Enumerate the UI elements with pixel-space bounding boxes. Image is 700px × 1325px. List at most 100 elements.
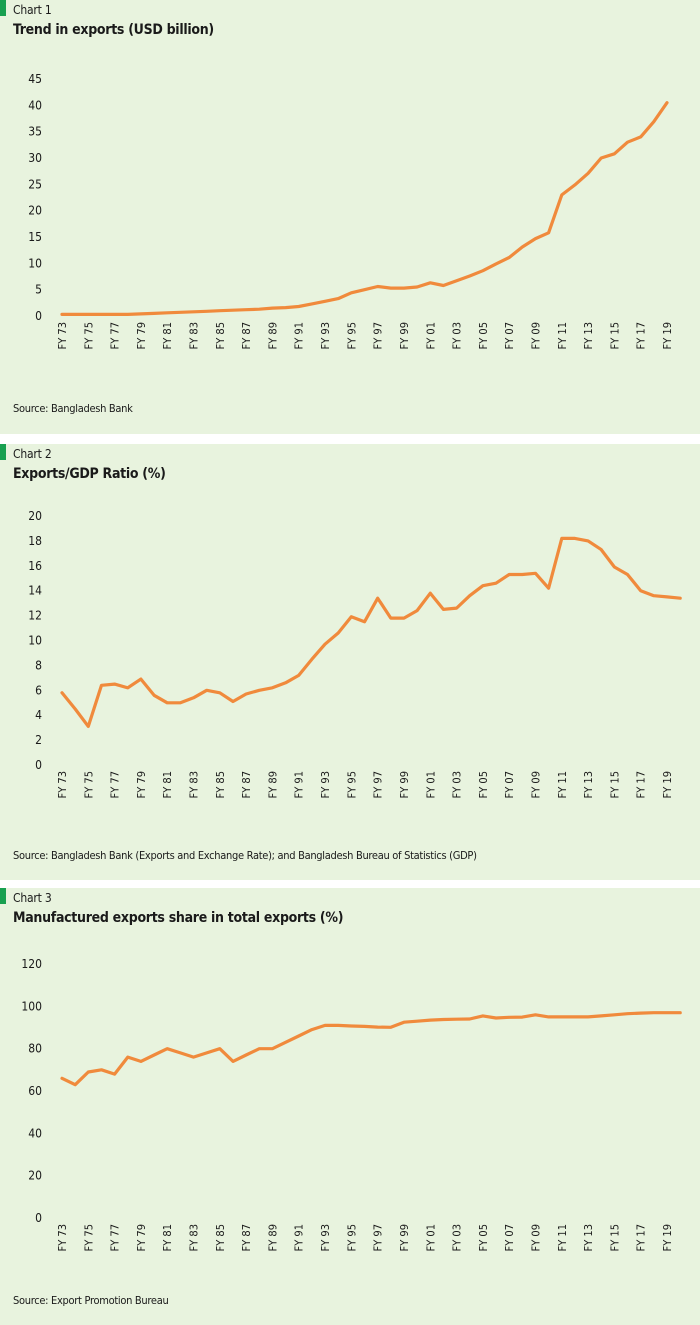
x-tick-label: FY 07 (503, 1224, 516, 1251)
x-tick-label: FY 93 (319, 322, 332, 349)
x-tick-label: FY 97 (372, 771, 385, 798)
x-tick-label: FY 81 (161, 322, 174, 349)
line-chart-exports: 0 5 10 15 20 25 30 35 40 45 FY 73 FY 75 FY 77 FY 79 FY… (28, 72, 674, 349)
chart-label: Chart 2 (13, 447, 52, 461)
x-tick-label: FY 73 (56, 1224, 69, 1251)
x-tick-label: FY 77 (109, 1224, 122, 1251)
x-tick-label: FY 85 (214, 771, 227, 798)
x-tick-label: FY 03 (451, 322, 464, 349)
chart-title: Exports/GDP Ratio (%) (13, 466, 166, 482)
x-tick-label: FY 95 (345, 1224, 358, 1251)
y-tick-label: 16 (28, 559, 42, 573)
x-tick-label: FY 19 (661, 771, 674, 798)
x-tick-label: FY 73 (56, 771, 69, 798)
y-tick-label: 4 (35, 708, 42, 722)
chart-label: Chart 3 (13, 891, 52, 905)
x-tick-label: FY 87 (240, 1224, 253, 1251)
y-tick-label: 5 (35, 283, 42, 297)
line-chart-exports-gdp: 0 2 4 6 8 10 12 14 16 18 20 FY 73 FY 75 FY 77 FY 79 FY … (28, 509, 682, 798)
y-tick-label: 10 (28, 256, 42, 270)
x-tick-label: FY 83 (188, 322, 201, 349)
x-tick-label: FY 13 (582, 322, 595, 349)
y-tick-label: 15 (28, 230, 42, 244)
x-tick-label: FY 03 (451, 1224, 464, 1251)
section-marker (0, 444, 6, 460)
x-tick-label: FY 99 (398, 1224, 411, 1251)
x-tick-label: FY 77 (109, 771, 122, 798)
x-tick-label: FY 05 (477, 1224, 490, 1251)
x-tick-label: FY 13 (582, 1224, 595, 1251)
x-tick-label: FY 75 (82, 771, 95, 798)
x-tick-label: FY 11 (556, 322, 569, 349)
chart-panel-2: Chart 2 Exports/GDP Ratio (%) 0 2 4 6 8 10 12 1… (0, 444, 700, 880)
y-tick-label: 8 (35, 658, 42, 672)
x-tick-label: FY 01 (424, 771, 437, 798)
x-tick-label: FY 87 (240, 771, 253, 798)
series-line (60, 101, 669, 316)
x-tick-label: FY 91 (293, 322, 306, 349)
x-tick-label: FY 79 (135, 322, 148, 349)
line-chart-manufactured-share: 0 20 40 60 80 100 120 FY 73 FY 75 FY 77 FY 79 FY 81… (21, 957, 682, 1251)
chart-panel-3: Chart 3 Manufactured exports share in to… (0, 888, 700, 1325)
x-tick-label: FY 97 (372, 322, 385, 349)
x-tick-label: FY 89 (266, 1224, 279, 1251)
y-tick-label: 14 (28, 584, 42, 598)
chart-source: Source: Export Promotion Bureau (13, 1294, 169, 1307)
y-tick-label: 80 (28, 1042, 42, 1056)
x-tick-label: FY 93 (319, 1224, 332, 1251)
y-tick-label: 12 (28, 609, 42, 623)
y-tick-label: 40 (28, 98, 42, 112)
x-tick-label: FY 75 (82, 1224, 95, 1251)
x-tick-label: FY 09 (529, 771, 542, 798)
x-tick-label: FY 83 (188, 1224, 201, 1251)
x-tick-label: FY 77 (109, 322, 122, 349)
x-tick-label: FY 95 (345, 322, 358, 349)
section-marker (0, 0, 6, 16)
x-tick-label: FY 09 (529, 322, 542, 349)
y-tick-label: 45 (28, 72, 42, 86)
x-tick-label: FY 19 (661, 1224, 674, 1251)
y-tick-label: 35 (28, 125, 42, 139)
y-tick-label: 40 (28, 1126, 42, 1140)
x-tick-label: FY 17 (635, 771, 648, 798)
y-tick-label: 6 (35, 683, 42, 697)
x-tick-label: FY 15 (608, 1224, 621, 1251)
x-tick-label: FY 79 (135, 771, 148, 798)
chart-panel-1: Chart 1 Trend in exports (USD billion) 0… (0, 0, 700, 434)
y-tick-label: 20 (28, 509, 42, 523)
y-tick-label: 0 (35, 758, 42, 772)
x-tick-label: FY 01 (424, 1224, 437, 1251)
series-line (60, 1011, 682, 1087)
y-tick-label: 120 (21, 957, 42, 971)
y-tick-label: 0 (35, 309, 42, 323)
x-tick-label: FY 13 (582, 771, 595, 798)
y-tick-label: 60 (28, 1084, 42, 1098)
x-tick-label: FY 85 (214, 1224, 227, 1251)
x-tick-label: FY 15 (608, 322, 621, 349)
y-tick-label: 0 (35, 1211, 42, 1225)
y-tick-label: 20 (28, 204, 42, 218)
x-tick-label: FY 93 (319, 771, 332, 798)
x-tick-label: FY 73 (56, 322, 69, 349)
y-tick-label: 30 (28, 151, 42, 165)
x-tick-label: FY 07 (503, 771, 516, 798)
x-tick-label: FY 81 (161, 771, 174, 798)
x-tick-label: FY 83 (188, 771, 201, 798)
x-tick-label: FY 11 (556, 1224, 569, 1251)
x-tick-label: FY 81 (161, 1224, 174, 1251)
x-tick-label: FY 17 (635, 322, 648, 349)
x-tick-label: FY 15 (608, 771, 621, 798)
x-tick-label: FY 03 (451, 771, 464, 798)
x-tick-label: FY 89 (266, 322, 279, 349)
chart-title: Trend in exports (USD billion) (13, 22, 214, 38)
x-tick-label: FY 11 (556, 771, 569, 798)
series-line (60, 536, 682, 728)
x-tick-label: FY 05 (477, 322, 490, 349)
x-tick-label: FY 95 (345, 771, 358, 798)
chart-label: Chart 1 (13, 3, 52, 17)
x-tick-label: FY 85 (214, 322, 227, 349)
x-tick-label: FY 09 (529, 1224, 542, 1251)
x-tick-label: FY 75 (82, 322, 95, 349)
x-tick-label: FY 05 (477, 771, 490, 798)
x-tick-label: FY 91 (293, 771, 306, 798)
